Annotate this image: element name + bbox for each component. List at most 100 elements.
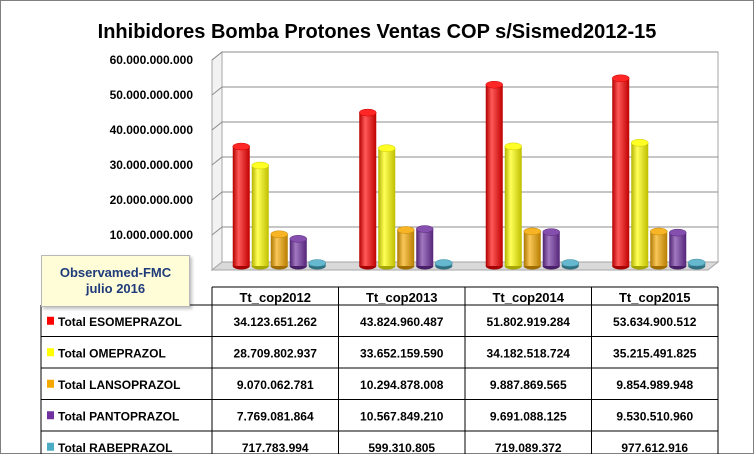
series-name: Total RABEPRAZOL <box>58 441 172 454</box>
series-name: Total LANSOPRAZOL <box>58 378 180 392</box>
series-name: Total OMEPRAZOL <box>58 346 166 360</box>
data-label: 51.802.919.284 <box>487 315 571 329</box>
bar-top <box>561 259 579 267</box>
legend-key <box>47 316 54 325</box>
data-label: 33.652.159.590 <box>360 346 444 360</box>
bar-total-esomeprazol <box>485 80 503 270</box>
data-label: 599.310.805 <box>368 441 435 454</box>
gridline <box>211 156 718 166</box>
data-label: 9.691.088.125 <box>490 409 567 423</box>
bar-body <box>612 78 630 266</box>
bar-total-rabeprazol <box>561 259 579 270</box>
bar-top <box>485 80 503 89</box>
data-label: 43.824.960.487 <box>360 315 444 329</box>
bar-body <box>378 148 396 266</box>
data-label: 34.123.651.262 <box>234 315 318 329</box>
bar-body <box>542 232 560 266</box>
data-label: 35.215.491.825 <box>613 346 697 360</box>
bar-total-pantoprazol <box>289 235 307 270</box>
bar-total-pantoprazol <box>542 228 560 270</box>
source-note-line2: julio 2016 <box>85 281 146 296</box>
gridline <box>211 86 718 96</box>
gridline <box>211 191 718 201</box>
bar-body <box>289 238 307 266</box>
bar-top <box>359 108 377 117</box>
bar-top <box>631 138 649 147</box>
bar-body <box>397 229 415 266</box>
bar-top <box>270 230 288 239</box>
y-tick-label: 30.000.000.000 <box>110 158 194 172</box>
bar-body <box>650 231 668 266</box>
bar-total-pantoprazol <box>416 225 434 270</box>
series-name: Total PANTOPRAZOL <box>58 409 179 423</box>
data-label: 10.567.849.210 <box>360 409 444 423</box>
bar-top <box>416 225 434 233</box>
series-name: Total ESOMEPRAZOL <box>58 315 182 329</box>
category-label: Tt_cop2015 <box>619 290 691 305</box>
legend-key <box>47 379 54 388</box>
bar-body <box>416 229 434 266</box>
bar-total-omeprazol <box>504 142 522 270</box>
bar-top <box>289 235 307 243</box>
bar-top <box>688 258 706 267</box>
bar-body <box>251 165 269 266</box>
gridline <box>211 121 718 131</box>
bar-top <box>251 161 269 170</box>
data-label: 719.089.372 <box>495 441 562 454</box>
bar-top <box>308 259 326 267</box>
plot-floor <box>210 261 720 271</box>
bar-total-lansoprazol <box>523 227 541 270</box>
bar-total-lansoprazol <box>650 227 668 270</box>
legend-key <box>47 411 54 420</box>
bar-top <box>612 74 630 83</box>
bar-total-pantoprazol <box>669 228 687 270</box>
bar-total-esomeprazol <box>359 108 377 270</box>
data-label: 717.783.994 <box>242 441 309 454</box>
bar-total-lansoprazol <box>270 230 288 270</box>
bar-total-rabeprazol <box>308 259 326 270</box>
bar-total-omeprazol <box>378 144 396 270</box>
data-label: 10.294.878.008 <box>360 378 444 392</box>
bar-top <box>435 259 453 267</box>
y-tick-label: 60.000.000.000 <box>110 53 194 67</box>
data-label: 9.887.869.565 <box>490 378 567 392</box>
bar-body <box>359 112 377 266</box>
y-tick-label: 20.000.000.000 <box>110 193 194 207</box>
gridline <box>211 51 718 61</box>
data-label: 53.634.900.512 <box>613 315 697 329</box>
bar-top <box>397 226 415 234</box>
gridline <box>211 226 718 236</box>
data-label: 9.854.989.948 <box>616 378 693 392</box>
bar-top <box>542 228 560 236</box>
bar-top <box>650 227 668 236</box>
bar-body <box>631 142 649 266</box>
category-label: Tt_cop2012 <box>239 290 311 305</box>
data-label: 9.070.062.781 <box>237 378 314 392</box>
bar-total-omeprazol <box>251 161 269 270</box>
chart-title: Inhibidores Bomba Protones Ventas COP s/… <box>98 21 657 43</box>
bar-body <box>270 234 288 266</box>
y-tick-label: 40.000.000.000 <box>110 123 194 137</box>
bar-body <box>485 84 503 266</box>
bar-top <box>378 144 396 152</box>
bar-total-rabeprazol <box>435 259 453 270</box>
bar-body <box>523 231 541 266</box>
y-tick-label: 50.000.000.000 <box>110 88 194 102</box>
bar-total-lansoprazol <box>397 226 415 270</box>
bar-total-esomeprazol <box>612 74 630 270</box>
bar-body <box>232 146 250 266</box>
data-label: 9.530.510.960 <box>616 409 693 423</box>
data-label: 7.769.081.864 <box>237 409 314 423</box>
source-note-line1: Observamed-FMC <box>59 265 172 280</box>
legend-key <box>47 348 54 357</box>
source-note: Observamed-FMC julio 2016 <box>41 255 190 307</box>
bar-top <box>232 142 250 151</box>
legend-key <box>47 442 54 451</box>
bar-top <box>523 227 541 236</box>
bar-total-omeprazol <box>631 138 649 270</box>
bar-total-rabeprazol <box>688 258 706 270</box>
data-label: 28.709.802.937 <box>234 346 318 360</box>
bar-body <box>669 232 687 266</box>
bar-top <box>504 142 522 151</box>
